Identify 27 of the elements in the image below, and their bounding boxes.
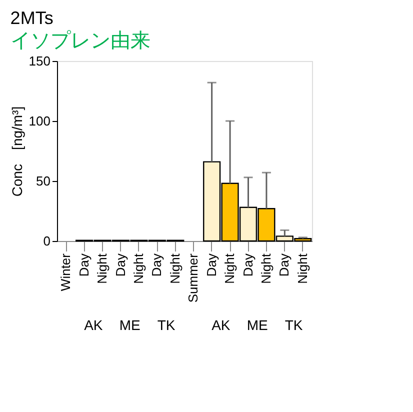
y-tick-label: 0 — [43, 234, 50, 248]
text: TK — [157, 317, 176, 333]
x-tick-label: Night — [130, 253, 146, 284]
y-axis-title: Conc [ng/m³] — [8, 106, 25, 197]
x-tick-label: Summer — [186, 252, 201, 303]
x-tick-label: Night — [167, 253, 182, 284]
y-tick-label: 150 — [28, 54, 50, 68]
x-tick-label: Day — [204, 253, 219, 277]
x-tick-label: Day — [149, 253, 164, 277]
y-tick-label: 100 — [28, 114, 50, 128]
text: TK — [284, 317, 304, 333]
x-tick-label: Winter — [58, 252, 74, 292]
x-tick-label: Night — [222, 253, 238, 284]
x-tick-label: Night — [94, 253, 110, 284]
x-tick-label: Day — [276, 253, 292, 277]
x-tick-label: Day — [112, 253, 128, 277]
text: ME — [246, 317, 268, 333]
x-tick-label: Day — [76, 253, 92, 277]
text: ME — [119, 317, 140, 333]
text: AK — [212, 317, 231, 333]
x-tick-label: Night — [294, 253, 310, 284]
chart-subtitle: イソプレン由来 — [10, 30, 150, 52]
x-tick-label: Night — [258, 253, 274, 284]
chart-title: 2MTs — [10, 8, 54, 28]
x-tick-label: Day — [240, 253, 256, 277]
text: AK — [84, 317, 104, 333]
y-tick-label: 50 — [36, 174, 50, 188]
